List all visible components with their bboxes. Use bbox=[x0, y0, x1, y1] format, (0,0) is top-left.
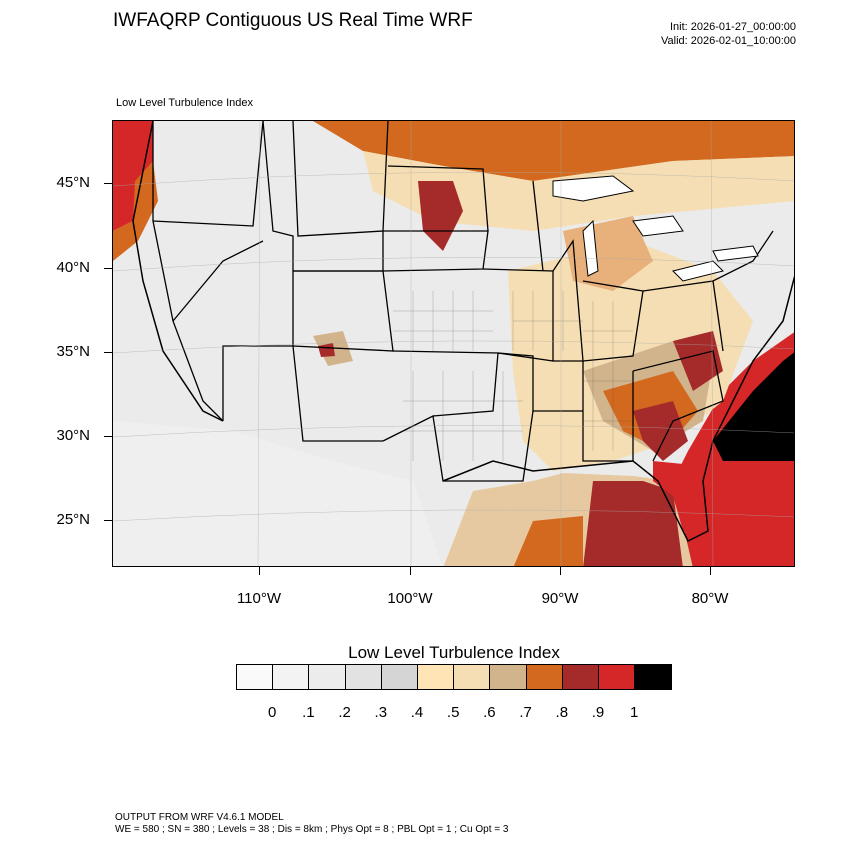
colorbar-tick-label: .9 bbox=[591, 704, 605, 721]
lat-tick bbox=[104, 268, 112, 269]
colorbar-swatch bbox=[237, 665, 274, 689]
lat-tick bbox=[104, 183, 112, 184]
carolina-red-field bbox=[673, 331, 723, 391]
lat-tick bbox=[104, 436, 112, 437]
georgia-red-field bbox=[633, 401, 688, 461]
init-time: Init: 2026-01-27_00:00:00 bbox=[670, 21, 796, 33]
pacific-red-field bbox=[113, 121, 153, 231]
colorbar-swatch bbox=[417, 665, 455, 689]
colorbar-swatch bbox=[273, 665, 310, 689]
lat-label-30: 30°N bbox=[56, 427, 90, 444]
lat-tick bbox=[104, 520, 112, 521]
lat-label-25: 25°N bbox=[56, 511, 90, 528]
valid-time: Valid: 2026-02-01_10:00:00 bbox=[661, 35, 796, 47]
field-subtitle: Low Level Turbulence Index bbox=[116, 97, 253, 109]
lon-label-110w: 110°W bbox=[236, 590, 282, 607]
colorbar-tick-label: .5 bbox=[446, 704, 460, 721]
colorbar-tick-label: .8 bbox=[555, 704, 569, 721]
colorbar-swatch bbox=[598, 665, 636, 689]
lon-tick bbox=[410, 567, 411, 575]
model-config: WE = 580 ; SN = 380 ; Levels = 38 ; Dis … bbox=[115, 824, 509, 835]
lon-label-90w: 90°W bbox=[541, 590, 579, 607]
lon-label-80w: 80°W bbox=[691, 590, 729, 607]
map-canvas bbox=[113, 121, 794, 566]
run-times: Init: 2026-01-27_00:00:00 Valid: 2026-02… bbox=[661, 20, 796, 48]
lon-label-100w: 100°W bbox=[387, 590, 433, 607]
colorbar-tick-label: .7 bbox=[519, 704, 532, 721]
colorbar-swatch bbox=[381, 665, 418, 689]
colorbar-tick-label: .1 bbox=[302, 704, 315, 721]
florida-peninsula bbox=[653, 461, 713, 541]
lat-label-35: 35°N bbox=[56, 343, 90, 360]
model-info: OUTPUT FROM WRF V4.6.1 MODEL WE = 580 ; … bbox=[115, 812, 508, 836]
canada-orange-field bbox=[313, 121, 794, 181]
colorbar-title: Low Level Turbulence Index bbox=[348, 643, 560, 662]
mexico-land bbox=[113, 421, 443, 566]
lat-tick bbox=[104, 352, 112, 353]
county-boundaries bbox=[393, 291, 633, 461]
north-dakota-red-field bbox=[418, 181, 463, 251]
colorado-red-patch bbox=[318, 343, 335, 357]
colorbar-swatch bbox=[309, 665, 346, 689]
colorbar-tick-label: 0 bbox=[268, 704, 277, 721]
lon-tick bbox=[710, 567, 711, 575]
map-panel bbox=[112, 120, 795, 567]
lat-label-45: 45°N bbox=[56, 174, 90, 191]
colorbar-tick-label: .3 bbox=[374, 704, 388, 721]
colorbar-swatch bbox=[345, 665, 382, 689]
colorbar-tick-label: .4 bbox=[410, 704, 424, 721]
graticule bbox=[113, 121, 794, 566]
colorbar-swatch bbox=[454, 665, 491, 689]
lon-tick bbox=[259, 567, 260, 575]
gulf-orange-field bbox=[513, 516, 583, 566]
colorbar-swatch bbox=[635, 665, 672, 689]
colorbar-tick-label: .2 bbox=[338, 704, 351, 721]
lon-tick bbox=[560, 567, 561, 575]
colorbar-tick-label: 1 bbox=[630, 704, 639, 721]
colorbar bbox=[236, 664, 673, 690]
colorbar-swatch bbox=[526, 665, 563, 689]
model-version: OUTPUT FROM WRF V4.6.1 MODEL bbox=[115, 812, 284, 823]
colorbar-tick-label: .6 bbox=[483, 704, 496, 721]
atlantic-black-field bbox=[713, 352, 794, 461]
colorbar-swatch bbox=[562, 665, 599, 689]
plot-title: IWFAQRP Contiguous US Real Time WRF bbox=[113, 10, 473, 31]
state-boundaries bbox=[152, 121, 774, 482]
colorbar-swatch bbox=[490, 665, 527, 689]
gulf-red-field bbox=[583, 481, 683, 566]
lat-label-40: 40°N bbox=[56, 259, 90, 276]
great-lakes bbox=[552, 175, 759, 282]
us-coastline bbox=[132, 121, 794, 543]
